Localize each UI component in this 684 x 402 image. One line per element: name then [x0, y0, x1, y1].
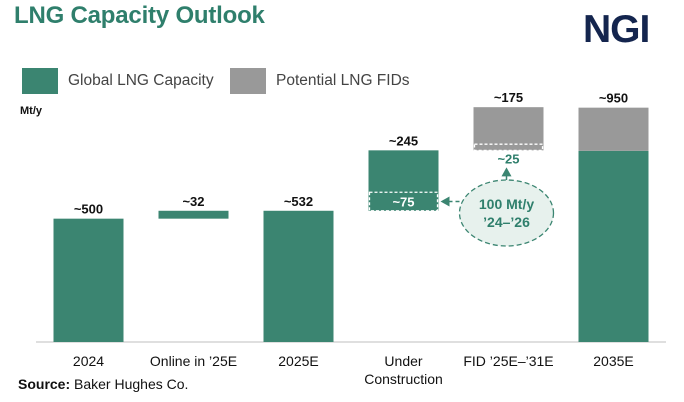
inner-label-fid: ~25	[497, 151, 519, 166]
legend-label-potential: Potential LNG FIDs	[276, 72, 410, 89]
bar-4	[473, 107, 544, 151]
annotation-line-2: ’24–’26	[483, 214, 530, 230]
value-label-3: ~245	[389, 133, 418, 148]
legend-item-global: Global LNG Capacity	[22, 66, 214, 96]
x-tick-label-3-0: Under	[384, 353, 422, 369]
ngi-logo: NGI	[583, 8, 650, 51]
x-tick-label-4: FID ’25E–’31E	[463, 353, 553, 369]
value-label-4: ~175	[494, 90, 523, 105]
bar-0	[53, 218, 124, 342]
bar-inner-dashed-3	[368, 191, 439, 212]
bar-3	[368, 150, 439, 211]
x-tick-label-3-1: Construction	[364, 371, 443, 387]
bar-2	[263, 210, 334, 342]
legend-label-global: Global LNG Capacity	[68, 72, 214, 89]
legend-swatch-potential	[230, 68, 266, 94]
x-tick-label-1: Online in ’25E	[150, 353, 237, 369]
value-label-5: ~950	[599, 91, 628, 106]
x-tick-label-5: 2035E	[593, 353, 633, 369]
value-label-2: ~532	[284, 194, 313, 209]
bar-1	[158, 210, 229, 219]
y-unit-label: Mt/y	[20, 105, 42, 117]
x-tick-label-2: 2025E	[278, 353, 318, 369]
annotation-ellipse	[458, 179, 555, 247]
value-label-0: ~500	[74, 202, 103, 217]
annotation-arrowhead-left	[440, 196, 450, 207]
inner-label-under-construction: ~75	[392, 195, 414, 210]
bar-inner-dashed-4	[473, 143, 544, 151]
bar-2035-potential-fids	[578, 107, 649, 151]
x-tick-label-0: 2024	[73, 353, 104, 369]
annotation-line-1: 100 Mt/y	[479, 196, 534, 212]
source-note: Source: Baker Hughes Co.	[18, 376, 188, 392]
source-label: Source:	[18, 376, 71, 392]
annotation-arrowhead-up	[501, 167, 512, 177]
legend-swatch-global	[22, 68, 58, 94]
legend-item-potential: Potential LNG FIDs	[230, 66, 410, 96]
value-label-1: ~32	[182, 194, 204, 209]
chart-title: LNG Capacity Outlook	[14, 2, 265, 29]
bar-2035-capacity	[578, 150, 649, 342]
source-text: Baker Hughes Co.	[70, 376, 189, 392]
